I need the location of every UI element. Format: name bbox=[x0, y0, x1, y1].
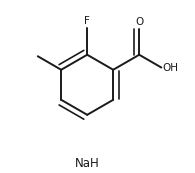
Text: OH: OH bbox=[163, 62, 179, 72]
Text: F: F bbox=[84, 16, 90, 26]
Text: NaH: NaH bbox=[75, 157, 100, 170]
Text: O: O bbox=[135, 17, 143, 27]
